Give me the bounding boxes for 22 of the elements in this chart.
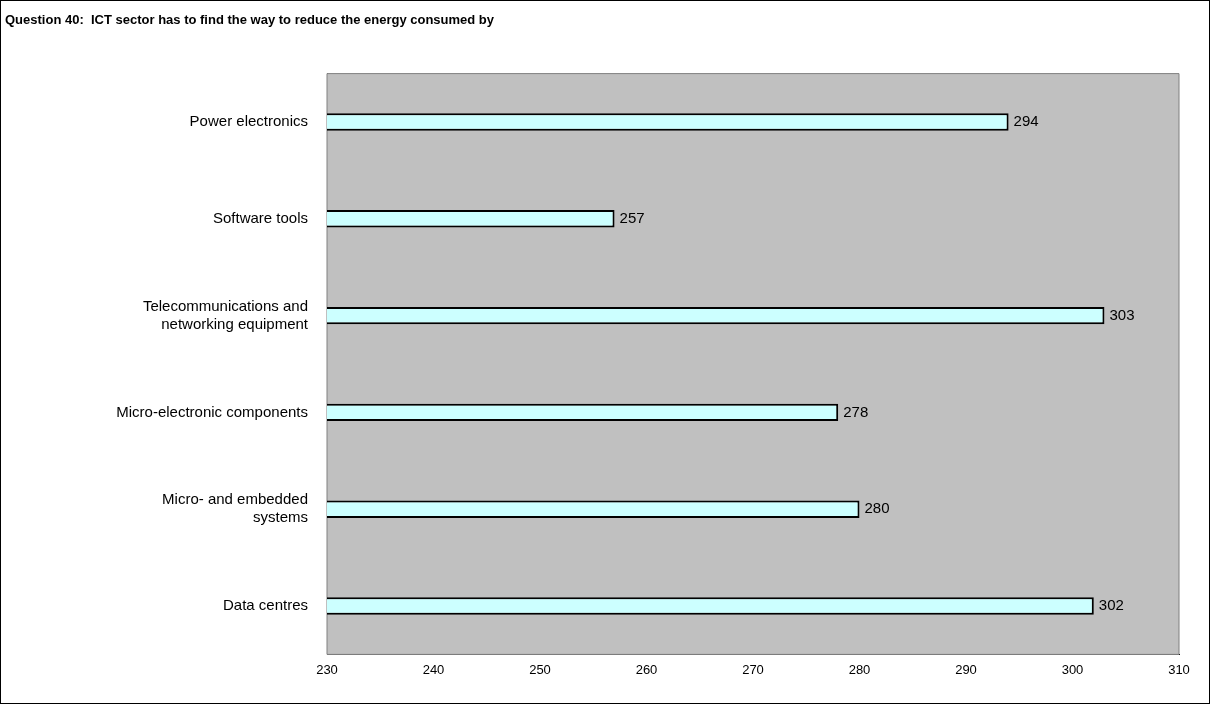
data-label: 303 [1109, 305, 1135, 323]
x-tick-label: 270 [742, 661, 764, 677]
y-tick-label: Micro-electronic components [116, 402, 308, 420]
y-tick-label: Data centres [222, 596, 308, 614]
x-tick-label: 260 [635, 661, 658, 677]
x-tick-label: 310 [1168, 661, 1190, 677]
x-tick-label: 230 [316, 661, 338, 677]
chart-title: Question 40: ICT sector has to find the way to reduce the energy consumed by [5, 12, 495, 28]
data-label: 294 [1013, 112, 1039, 130]
data-label: 280 [864, 499, 890, 517]
data-label: 302 [1098, 596, 1124, 614]
y-tick-label: Telecommunications and networking equipment [142, 296, 309, 332]
data-label: 278 [843, 402, 869, 420]
data-label: 257 [619, 208, 645, 226]
x-tick-label: 250 [529, 661, 551, 677]
y-tick-label: Micro- and embedded systems [162, 490, 308, 526]
x-tick-label: 300 [1061, 661, 1084, 677]
x-tick-label: 240 [422, 661, 445, 677]
x-tick-label: 280 [848, 661, 871, 677]
x-tick-label: 290 [955, 661, 977, 677]
y-tick-label: Software tools [212, 208, 308, 226]
y-tick-label: Power electronics [189, 112, 308, 130]
